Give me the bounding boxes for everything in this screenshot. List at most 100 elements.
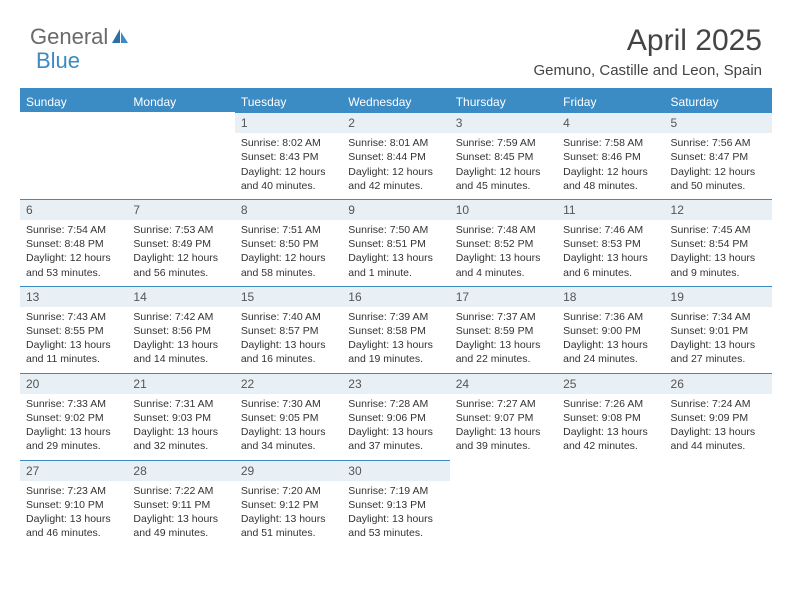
calendar-day: 3Sunrise: 7:59 AMSunset: 8:45 PMDaylight… xyxy=(450,112,557,199)
day-number: 22 xyxy=(235,373,342,394)
day-number: 25 xyxy=(557,373,664,394)
calendar-day: 23Sunrise: 7:28 AMSunset: 9:06 PMDayligh… xyxy=(342,373,449,460)
day-number: 21 xyxy=(127,373,234,394)
daylight-text: Daylight: 13 hours and 46 minutes. xyxy=(26,512,121,540)
day-number: 8 xyxy=(235,199,342,220)
daylight-text: Daylight: 13 hours and 49 minutes. xyxy=(133,512,228,540)
sunrise-text: Sunrise: 7:30 AM xyxy=(241,397,336,411)
daylight-text: Daylight: 13 hours and 16 minutes. xyxy=(241,338,336,366)
sunrise-text: Sunrise: 7:26 AM xyxy=(563,397,658,411)
sunset-text: Sunset: 8:55 PM xyxy=(26,324,121,338)
calendar-day: 16Sunrise: 7:39 AMSunset: 8:58 PMDayligh… xyxy=(342,286,449,373)
day-number: 29 xyxy=(235,460,342,481)
sunrise-text: Sunrise: 7:51 AM xyxy=(241,223,336,237)
weekday-header: Friday xyxy=(557,90,664,112)
daylight-text: Daylight: 12 hours and 45 minutes. xyxy=(456,165,551,193)
weekday-header: Wednesday xyxy=(342,90,449,112)
calendar-day: 14Sunrise: 7:42 AMSunset: 8:56 PMDayligh… xyxy=(127,286,234,373)
daylight-text: Daylight: 13 hours and 19 minutes. xyxy=(348,338,443,366)
calendar-day-empty: . xyxy=(20,112,127,199)
sunrise-text: Sunrise: 7:27 AM xyxy=(456,397,551,411)
sunrise-text: Sunrise: 7:58 AM xyxy=(563,136,658,150)
sunrise-text: Sunrise: 7:56 AM xyxy=(671,136,766,150)
day-number: 6 xyxy=(20,199,127,220)
calendar-day: 10 Sunrise: 7:48 AMSunset: 8:52 PMDayligh… xyxy=(450,199,557,286)
sunset-text: Sunset: 8:50 PM xyxy=(241,237,336,251)
sunrise-text: Sunrise: 7:48 AM xyxy=(456,223,551,237)
calendar-week: 20Sunrise: 7:33 AMSunset: 9:02 PMDayligh… xyxy=(20,373,772,460)
sunrise-text: Sunrise: 7:54 AM xyxy=(26,223,121,237)
sunrise-text: Sunrise: 7:31 AM xyxy=(133,397,228,411)
sunset-text: Sunset: 8:53 PM xyxy=(563,237,658,251)
sunset-text: Sunset: 8:47 PM xyxy=(671,150,766,164)
calendar: SundayMondayTuesdayWednesdayThursdayFrid… xyxy=(20,88,772,546)
sunset-text: Sunset: 8:56 PM xyxy=(133,324,228,338)
sunset-text: Sunset: 9:05 PM xyxy=(241,411,336,425)
day-number: 30 xyxy=(342,460,449,481)
sunset-text: Sunset: 8:52 PM xyxy=(456,237,551,251)
calendar-week: 13Sunrise: 7:43 AMSunset: 8:55 PMDayligh… xyxy=(20,286,772,373)
sunrise-text: Sunrise: 7:37 AM xyxy=(456,310,551,324)
sunset-text: Sunset: 9:03 PM xyxy=(133,411,228,425)
page-subtitle: Gemuno, Castille and Leon, Spain xyxy=(534,62,762,79)
daylight-text: Daylight: 12 hours and 58 minutes. xyxy=(241,251,336,279)
sunrise-text: Sunrise: 7:53 AM xyxy=(133,223,228,237)
calendar-day: 5Sunrise: 7:56 AMSunset: 8:47 PMDaylight… xyxy=(665,112,772,199)
calendar-day: 29Sunrise: 7:20 AMSunset: 9:12 PMDayligh… xyxy=(235,460,342,547)
daylight-text: Daylight: 13 hours and 53 minutes. xyxy=(348,512,443,540)
logo-text-2: Blue xyxy=(36,48,80,74)
sunrise-text: Sunrise: 7:46 AM xyxy=(563,223,658,237)
calendar-day: 7Sunrise: 7:53 AMSunset: 8:49 PMDaylight… xyxy=(127,199,234,286)
daylight-text: Daylight: 13 hours and 27 minutes. xyxy=(671,338,766,366)
calendar-day: 11Sunrise: 7:46 AMSunset: 8:53 PMDayligh… xyxy=(557,199,664,286)
sunrise-text: Sunrise: 7:39 AM xyxy=(348,310,443,324)
sunset-text: Sunset: 8:48 PM xyxy=(26,237,121,251)
sunset-text: Sunset: 9:13 PM xyxy=(348,498,443,512)
calendar-day: 4Sunrise: 7:58 AMSunset: 8:46 PMDaylight… xyxy=(557,112,664,199)
day-number: 12 xyxy=(665,199,772,220)
calendar-day: 12Sunrise: 7:45 AMSunset: 8:54 PMDayligh… xyxy=(665,199,772,286)
calendar-day: 2Sunrise: 8:01 AMSunset: 8:44 PMDaylight… xyxy=(342,112,449,199)
day-number: 26 xyxy=(665,373,772,394)
sunrise-text: Sunrise: 8:01 AM xyxy=(348,136,443,150)
sunset-text: Sunset: 9:01 PM xyxy=(671,324,766,338)
sunrise-text: Sunrise: 7:28 AM xyxy=(348,397,443,411)
day-number: 19 xyxy=(665,286,772,307)
daylight-text: Daylight: 13 hours and 1 minute. xyxy=(348,251,443,279)
day-number: 9 xyxy=(342,199,449,220)
sunset-text: Sunset: 9:06 PM xyxy=(348,411,443,425)
calendar-day: 13Sunrise: 7:43 AMSunset: 8:55 PMDayligh… xyxy=(20,286,127,373)
sunrise-text: Sunrise: 7:22 AM xyxy=(133,484,228,498)
sunrise-text: Sunrise: 7:24 AM xyxy=(671,397,766,411)
sunset-text: Sunset: 9:00 PM xyxy=(563,324,658,338)
calendar-week: 27Sunrise: 7:23 AMSunset: 9:10 PMDayligh… xyxy=(20,460,772,547)
sunset-text: Sunset: 9:07 PM xyxy=(456,411,551,425)
logo-text-1: General xyxy=(30,24,108,50)
day-number: 15 xyxy=(235,286,342,307)
day-number: 24 xyxy=(450,373,557,394)
daylight-text: Daylight: 12 hours and 50 minutes. xyxy=(671,165,766,193)
daylight-text: Daylight: 12 hours and 40 minutes. xyxy=(241,165,336,193)
sunset-text: Sunset: 8:57 PM xyxy=(241,324,336,338)
sunrise-text: Sunrise: 8:02 AM xyxy=(241,136,336,150)
calendar-day: 1Sunrise: 8:02 AMSunset: 8:43 PMDaylight… xyxy=(235,112,342,199)
daylight-text: Daylight: 13 hours and 34 minutes. xyxy=(241,425,336,453)
day-number: 7 xyxy=(127,199,234,220)
sunrise-text: Sunrise: 7:20 AM xyxy=(241,484,336,498)
sunset-text: Sunset: 9:08 PM xyxy=(563,411,658,425)
day-number: 20 xyxy=(20,373,127,394)
sunrise-text: Sunrise: 7:36 AM xyxy=(563,310,658,324)
day-number: 10 xyxy=(450,199,557,220)
daylight-text: Daylight: 13 hours and 9 minutes. xyxy=(671,251,766,279)
sunrise-text: Sunrise: 7:59 AM xyxy=(456,136,551,150)
daylight-text: Daylight: 13 hours and 4 minutes. xyxy=(456,251,551,279)
daylight-text: Daylight: 13 hours and 11 minutes. xyxy=(26,338,121,366)
sunrise-text: Sunrise: 7:50 AM xyxy=(348,223,443,237)
day-number: 17 xyxy=(450,286,557,307)
calendar-day: 21Sunrise: 7:31 AMSunset: 9:03 PMDayligh… xyxy=(127,373,234,460)
weekday-header: Sunday xyxy=(20,90,127,112)
page-title: April 2025 xyxy=(627,24,762,58)
day-number: 18 xyxy=(557,286,664,307)
calendar-day-empty: . xyxy=(665,460,772,547)
sunrise-text: Sunrise: 7:19 AM xyxy=(348,484,443,498)
